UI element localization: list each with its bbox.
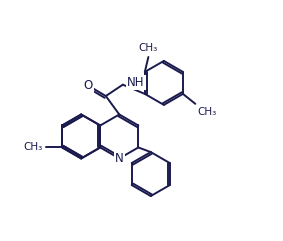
Text: CH₃: CH₃ <box>197 107 216 117</box>
Text: CH₃: CH₃ <box>139 43 158 53</box>
Text: CH₃: CH₃ <box>23 142 43 153</box>
Text: O: O <box>83 79 93 92</box>
Text: NH: NH <box>127 76 145 89</box>
Text: N: N <box>115 152 124 165</box>
